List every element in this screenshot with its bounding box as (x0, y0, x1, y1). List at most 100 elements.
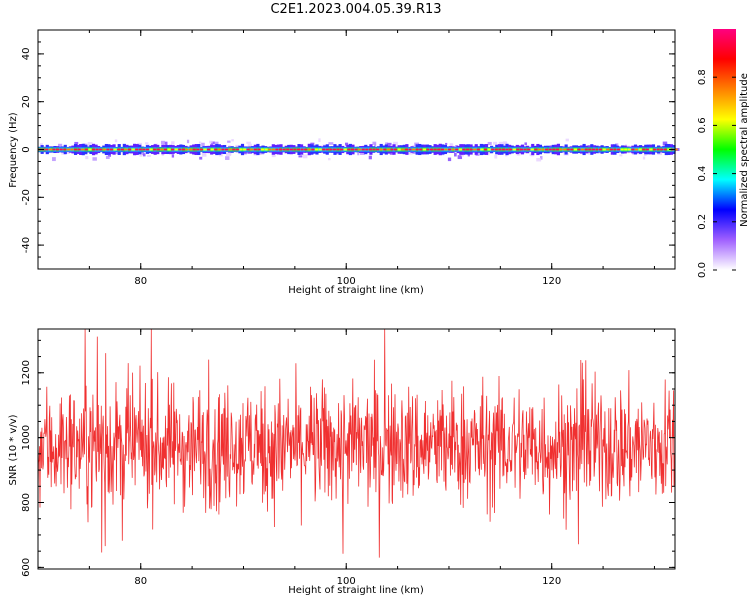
spectrogram-peak-mark (649, 148, 653, 151)
spectrogram-peak-mark (638, 148, 642, 151)
spectrogram-peak-mark (304, 148, 308, 151)
spectrogram-halo-mark (389, 152, 395, 155)
spectrogram-peak-mark (584, 148, 588, 151)
spectrogram-halo-mark (52, 157, 56, 162)
spectrogram-peak-mark (232, 148, 236, 151)
spectrogram-halo-mark (461, 153, 464, 157)
spectrogram-peak-mark (372, 148, 376, 151)
spectrogram-peak-mark (196, 148, 200, 151)
spectrogram-halo-mark (92, 157, 97, 161)
spectrogram-peak-mark (480, 148, 484, 151)
spectrogram-peak-mark (347, 148, 351, 151)
snr-x-label: Height of straight line (km) (288, 585, 424, 596)
spectrogram-halo-mark (210, 141, 215, 145)
spectrogram-halo-mark (142, 153, 146, 157)
spectrogram-peak-mark (178, 148, 182, 151)
spectrogram-y-label: Frequency (Hz) (8, 112, 19, 188)
snr-panel: 80 100 120 600 800 1000 1200 Height of straig… (8, 328, 676, 596)
spectrogram-peak-mark (181, 148, 186, 151)
spectrogram-peak-mark (199, 148, 204, 151)
spectrogram-peak-mark (156, 148, 160, 151)
spectrogram-peak-mark (296, 148, 301, 151)
spectrogram-peak-mark (318, 148, 322, 151)
colorbar-tick-label: 0.6 (697, 117, 708, 133)
spectrogram-halo-mark (344, 142, 349, 146)
spectrogram-peak-mark (149, 148, 153, 151)
spectrogram-halo-mark (318, 138, 321, 143)
spectrogram-peak-mark (120, 148, 124, 151)
spectrogram-peak-mark (325, 148, 329, 151)
spectrogram-peak-mark (426, 148, 430, 151)
spectrogram-halo-mark (161, 152, 164, 156)
spectrogram-halo-mark (209, 140, 213, 144)
spectrogram-halo-mark (565, 138, 569, 142)
spectrogram-peak-mark (534, 148, 538, 151)
spectrogram-peak-mark (189, 148, 193, 151)
spectrogram-peak-mark (469, 148, 473, 151)
spectrogram-peak-mark (634, 148, 639, 151)
spectrogram-peak-mark (483, 148, 488, 151)
spectrogram-peak-mark (397, 148, 401, 151)
spectrogram-halo-mark (137, 142, 142, 146)
spectrogram-peak-mark (221, 148, 225, 151)
spectrogram-halo-mark (359, 152, 365, 155)
spectrogram-peak-mark (613, 148, 617, 151)
spectrogram-peak-mark (573, 148, 577, 151)
spectrogram-halo-mark (392, 141, 398, 146)
spectrogram-peak-mark (523, 148, 527, 151)
spectrogram-peak-mark (77, 148, 81, 151)
spectrogram-peak-mark (260, 148, 265, 151)
spectrogram-peak-mark (537, 148, 542, 151)
spectrogram-peak-mark (142, 148, 146, 151)
spectrogram-x-tick-label: 80 (134, 276, 147, 287)
spectrogram-peak-mark (70, 148, 74, 151)
snr-x-tick-label: 80 (134, 576, 147, 587)
spectrogram-peak-mark (264, 148, 268, 151)
spectrogram-peak-mark (429, 148, 434, 151)
spectrogram-peak-mark (505, 148, 509, 151)
spectrogram-peak-mark (81, 148, 85, 151)
spectrogram-peak-mark (368, 148, 373, 151)
spectrogram-peak-mark (433, 148, 437, 151)
spectrogram-peak-mark (667, 148, 671, 151)
spectrogram-peak-mark (476, 148, 480, 151)
spectrogram-peak-mark (498, 148, 502, 151)
spectrogram-peak-mark (487, 148, 491, 151)
colorbar-axis: 0.0 0.2 0.4 0.6 0.8 (697, 69, 736, 278)
spectrogram-peak-mark (455, 148, 459, 151)
spectrogram-peak-mark (350, 148, 355, 151)
spectrogram-peak-mark (250, 148, 254, 151)
spectrogram-peak-mark (48, 148, 52, 151)
spectrogram-peak-mark (286, 148, 290, 151)
spectrogram-halo-mark (310, 142, 315, 146)
spectrogram-halo-mark (201, 142, 205, 147)
spectrogram-peak-mark (45, 148, 49, 151)
spectrogram-peak-mark (501, 148, 506, 151)
spectrogram-peak-mark (411, 148, 416, 151)
spectrogram-peak-mark (271, 148, 275, 151)
spectrogram-peak-mark (329, 148, 333, 151)
spectrogram-peak-mark (358, 148, 362, 151)
spectrogram-peak-mark (491, 148, 495, 151)
spectrogram-peak-mark (595, 148, 599, 151)
spectrogram-peak-mark (660, 148, 664, 151)
spectrogram-panel: 80 100 120 -40 -20 0 20 40 Height of straight … (8, 29, 680, 296)
snr-y-tick-label: 1000 (21, 425, 32, 450)
spectrogram-halo-mark (467, 153, 470, 157)
spectrogram-peak-mark (73, 148, 78, 151)
spectrogram-halo-mark (235, 144, 239, 148)
spectrogram-peak-mark (444, 148, 448, 151)
spectrogram-halo-mark (57, 143, 63, 147)
spectrogram-peak-mark (239, 148, 243, 151)
spectrogram-halo-mark (328, 158, 331, 161)
colorbar-tick-label: 0.8 (697, 69, 708, 85)
spectrogram-halo-mark (171, 141, 175, 145)
spectrogram-peak-mark (408, 148, 412, 151)
spectrogram-halo-mark (227, 140, 231, 143)
spectrogram-peak-mark (343, 148, 347, 151)
spectrogram-peak-mark (627, 148, 631, 151)
snr-y-label: SNR (10 * v/v) (8, 414, 19, 485)
spectrogram-peak-mark (210, 148, 214, 151)
snr-x-axis: 80 100 120 (37, 329, 655, 587)
spectrogram-peak-mark (519, 148, 524, 151)
